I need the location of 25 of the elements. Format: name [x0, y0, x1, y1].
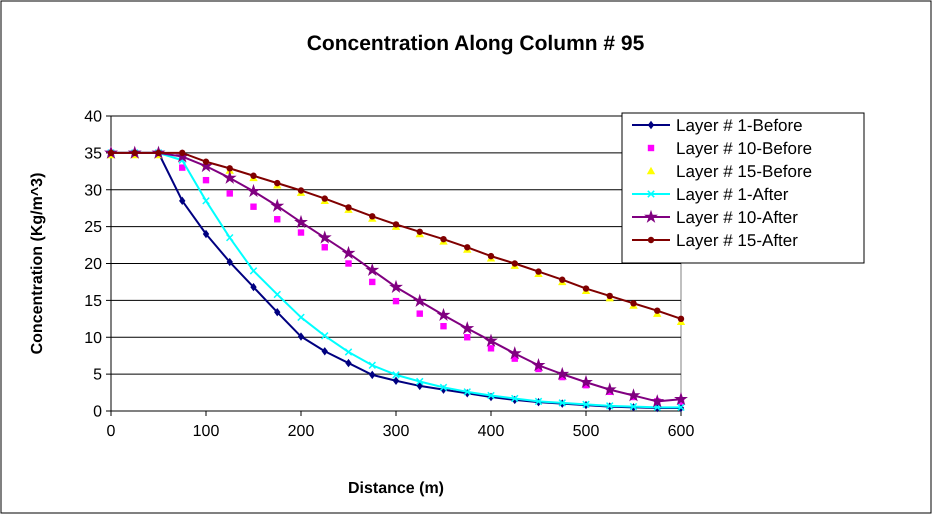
y-tick-label: 10	[84, 330, 102, 347]
x-axis-title: Distance (m)	[348, 480, 444, 497]
x-tick-label: 100	[192, 423, 220, 440]
y-tick-label: 25	[84, 219, 102, 236]
legend-label: Layer # 1-Before	[676, 116, 803, 135]
y-tick-label: 5	[93, 366, 102, 384]
legend-label: Layer # 10-After	[676, 208, 798, 227]
x-tick-label: 300	[382, 423, 410, 440]
x-tick-label: 200	[288, 423, 314, 440]
y-tick-label: 20	[84, 256, 102, 274]
y-axis-title: Concentration (Kg/m^3)	[29, 172, 46, 354]
x-tick-label: 400	[478, 423, 504, 440]
legend-label: Layer # 15-After	[676, 230, 798, 250]
x-tick-label: 500	[572, 423, 600, 440]
y-tick-label: 35	[84, 145, 102, 162]
y-tick-label: 30	[84, 182, 102, 200]
x-tick-label: 600	[668, 423, 694, 440]
x-tick-label: 0	[106, 423, 116, 440]
legend-label: Layer # 10-Before	[676, 138, 812, 158]
chart-title: Concentration Along Column # 95	[306, 32, 645, 55]
legend-label: Layer # 15-Before	[676, 162, 812, 181]
legend-label: Layer # 1-After	[676, 184, 789, 204]
y-tick-label: 40	[84, 108, 102, 126]
y-tick-label: 0	[93, 404, 102, 421]
y-tick-label: 15	[84, 292, 102, 310]
